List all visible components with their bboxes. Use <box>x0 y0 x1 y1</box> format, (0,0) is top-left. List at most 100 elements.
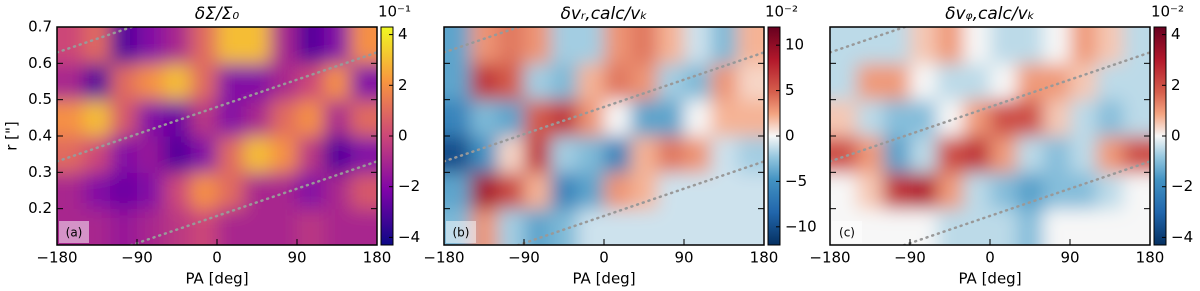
heat-cell <box>657 27 685 64</box>
heat-cell <box>350 172 377 210</box>
heat-cell <box>1123 63 1150 101</box>
heat-cell <box>470 27 498 64</box>
heat-cell <box>297 63 325 101</box>
heat-cell <box>990 27 1018 64</box>
heat-cell <box>524 136 552 173</box>
heat-cell <box>657 172 685 210</box>
heat-cell <box>524 172 552 210</box>
heat-cell <box>856 172 884 210</box>
heat-cell <box>83 27 111 64</box>
guide-line <box>444 51 764 163</box>
heat-cell <box>444 136 472 173</box>
heat-cell <box>1016 172 1044 210</box>
heat-cell <box>1096 172 1124 210</box>
heat-cell <box>710 27 738 64</box>
heat-cell <box>1123 172 1150 210</box>
heat-cell <box>444 172 472 210</box>
heat-cell <box>1043 172 1071 210</box>
heat-cell <box>217 172 245 210</box>
heat-cell <box>497 99 525 137</box>
heat-cell <box>444 27 472 64</box>
heatmap <box>57 27 377 245</box>
x-tick-label: 0 <box>985 249 995 267</box>
heat-cell <box>550 172 578 210</box>
colorbar-tick-label: 2 <box>398 76 408 94</box>
heat-cell <box>1096 63 1124 101</box>
x-axis-label: PA [deg] <box>958 270 1021 288</box>
heat-cell <box>323 136 351 173</box>
heat-cell <box>57 99 85 137</box>
heat-cell <box>684 172 712 210</box>
heat-cell <box>470 172 498 210</box>
colorbar-tick-label: 2 <box>1171 76 1181 94</box>
heat-cell <box>710 136 738 173</box>
heat-cell <box>243 208 271 245</box>
heat-cell <box>323 99 351 137</box>
heat-cell <box>497 172 525 210</box>
heat-cell <box>657 208 685 245</box>
heat-cell <box>1016 63 1044 101</box>
heat-cell <box>323 63 351 101</box>
heat-cell <box>190 172 218 210</box>
heat-cell <box>163 99 191 137</box>
heat-cell <box>163 136 191 173</box>
colorbar-tick-label: 0 <box>398 127 408 145</box>
heat-cell <box>243 27 271 64</box>
heat-cell <box>137 27 165 64</box>
heat-cell <box>883 208 911 245</box>
heat-cell <box>1123 208 1150 245</box>
heatmap-cells <box>830 27 1150 245</box>
heat-cell <box>270 208 298 245</box>
heat-cell <box>963 99 991 137</box>
heat-cell <box>604 63 632 101</box>
heat-cell <box>910 172 938 210</box>
chart-title: δvᵩ,calc/vₖ <box>945 4 1035 24</box>
heat-cell <box>137 99 165 137</box>
heat-cell <box>1043 27 1071 64</box>
heat-cell <box>936 63 964 101</box>
heat-cell <box>110 99 138 137</box>
heat-cell <box>1070 136 1098 173</box>
heat-cell <box>883 27 911 64</box>
heat-cell <box>630 136 658 173</box>
heat-cell <box>577 172 605 210</box>
heat-cell <box>243 136 271 173</box>
heat-cell <box>737 172 764 210</box>
heat-cell <box>657 136 685 173</box>
x-tick-label: 90 <box>1060 249 1079 267</box>
heat-cell <box>737 63 764 101</box>
heat-cell <box>550 27 578 64</box>
heat-cell <box>297 208 325 245</box>
heat-cell <box>270 172 298 210</box>
heat-cell <box>190 99 218 137</box>
heat-cell <box>910 63 938 101</box>
heat-cell <box>524 99 552 137</box>
heat-cell <box>444 99 472 137</box>
heat-cell <box>217 27 245 64</box>
y-tick-label: 0.5 <box>28 90 52 108</box>
heat-cell <box>1070 99 1098 137</box>
heat-cell <box>190 136 218 173</box>
guide-line <box>900 160 1150 245</box>
heat-cell <box>883 63 911 101</box>
heat-cell <box>830 172 858 210</box>
x-tick-label: 180 <box>1136 249 1165 267</box>
heat-cell <box>657 99 685 137</box>
colorbar-tick-label: −2 <box>1171 177 1193 195</box>
x-tick-label: −180 <box>36 249 77 267</box>
heat-cell <box>297 136 325 173</box>
colorbar-tick-label: 0 <box>785 127 795 145</box>
x-axis-label: PA [deg] <box>185 270 248 288</box>
heat-cell <box>57 63 85 101</box>
heat-cell <box>710 208 738 245</box>
heat-cell <box>883 99 911 137</box>
heat-cell <box>963 136 991 173</box>
panel-label: (b) <box>453 226 470 240</box>
heat-cell <box>577 27 605 64</box>
heat-cell <box>217 136 245 173</box>
x-tick-label: 0 <box>599 249 609 267</box>
heat-cell <box>990 172 1018 210</box>
heat-cell <box>217 63 245 101</box>
heat-cell <box>57 172 85 210</box>
y-tick-label: 0.6 <box>28 54 52 72</box>
